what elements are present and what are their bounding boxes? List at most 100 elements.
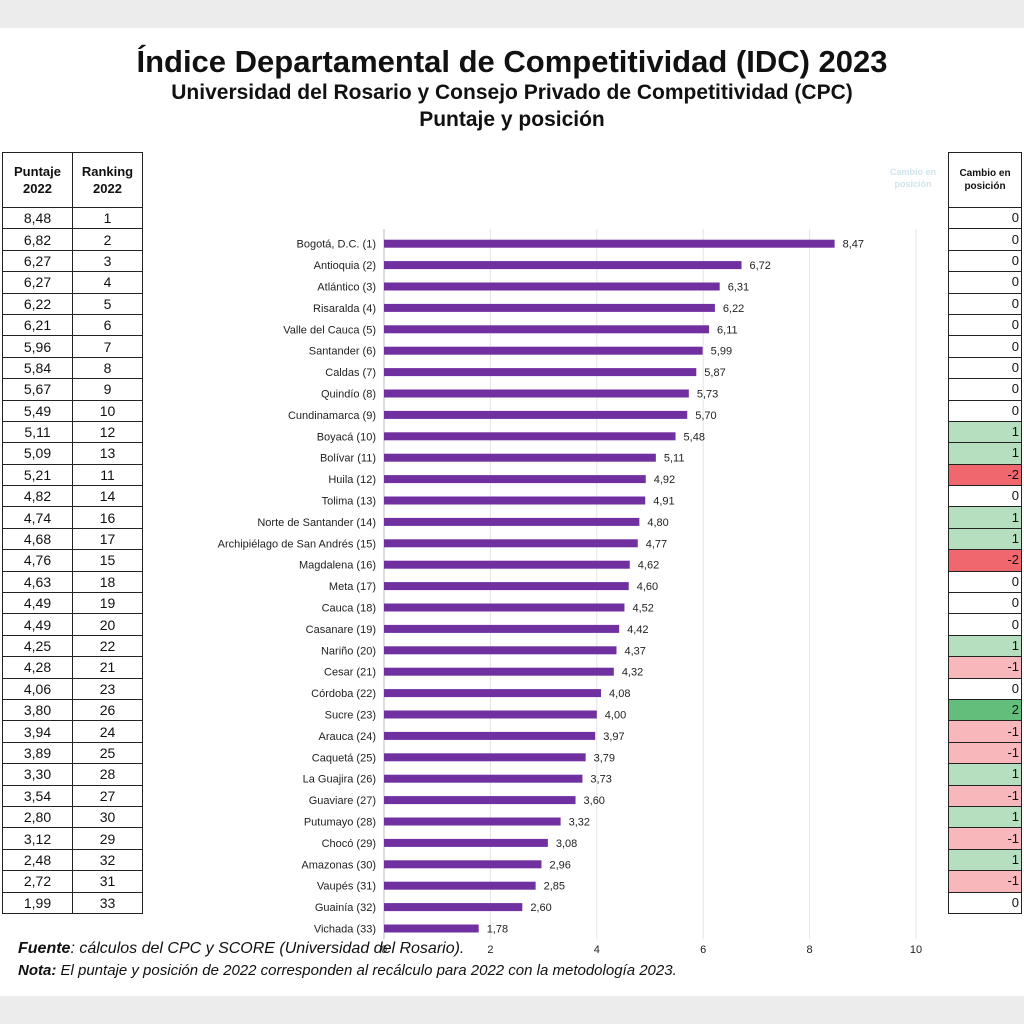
bar — [384, 753, 586, 762]
ranking-2022-cell: 2 — [72, 228, 143, 251]
position-change-cell: -1 — [948, 784, 1022, 807]
score-2022-cell: 6,27 — [2, 249, 73, 273]
bar — [384, 453, 656, 462]
table-row: 2,80 30 — [2, 805, 143, 829]
bar — [384, 624, 620, 633]
score-2022-cell: 4,49 — [2, 613, 73, 636]
score-2022-cell: 4,82 — [2, 485, 73, 508]
score-2022-cell: 3,54 — [2, 784, 73, 807]
position-change-cell: 1 — [948, 634, 1022, 658]
table-row: 5,96 7 — [2, 335, 143, 358]
data-label: 4,62 — [638, 560, 659, 572]
position-change-cell: 0 — [948, 613, 1022, 636]
category-label: Casanare (19) — [306, 624, 376, 636]
score-2022-cell: 2,48 — [2, 848, 73, 872]
data-label: 1,78 — [487, 924, 508, 936]
category-label: Meta (17) — [329, 581, 376, 593]
bar — [384, 346, 703, 355]
score-2022-cell: 6,21 — [2, 313, 73, 337]
bar — [384, 432, 676, 441]
data-label: 4,80 — [647, 517, 668, 529]
position-change-cell: 0 — [948, 313, 1022, 337]
bar — [384, 838, 548, 847]
position-change-cell: 0 — [948, 891, 1022, 914]
table-row: 6,27 3 — [2, 249, 143, 273]
data-label: 4,37 — [624, 645, 645, 657]
table-row: 0 — [948, 228, 1022, 251]
bar — [384, 560, 630, 569]
ranking-2022-cell: 24 — [72, 720, 143, 743]
score-2022-cell: 6,27 — [2, 271, 73, 294]
category-label: Guainía (32) — [315, 902, 376, 914]
methodology-note: Nota: El puntaje y posición de 2022 corr… — [18, 962, 677, 979]
category-label: Atlántico (3) — [317, 282, 376, 294]
position-change-cell: 1 — [948, 506, 1022, 529]
bar — [384, 774, 583, 783]
data-label: 5,73 — [697, 389, 718, 401]
ranking-2022-cell: 12 — [72, 420, 143, 444]
data-label: 2,85 — [544, 881, 565, 893]
table-row: 0 — [948, 677, 1022, 700]
ranking-2022-cell: 3 — [72, 249, 143, 273]
data-label: 4,32 — [622, 667, 643, 679]
table-header-row: Cambio en posición — [948, 152, 1022, 208]
source-note: Fuente: cálculos del CPC y SCORE (Univer… — [18, 940, 465, 957]
category-label: Bolívar (11) — [320, 453, 376, 465]
table-row: -1 — [948, 656, 1022, 679]
bar — [384, 796, 576, 805]
table-row: 4,74 16 — [2, 506, 143, 529]
category-label: Archipiélago de San Andrés (15) — [218, 538, 376, 550]
data-label: 5,11 — [664, 453, 685, 465]
category-label: Córdoba (22) — [311, 688, 376, 700]
data-label: 4,77 — [646, 538, 667, 550]
data-label: 2,96 — [549, 859, 570, 871]
table-row: 0 — [948, 313, 1022, 337]
category-label: Vichada (33) — [314, 924, 376, 936]
data-label: 4,92 — [654, 474, 675, 486]
score-2022-cell: 4,06 — [2, 677, 73, 700]
bar — [384, 539, 638, 548]
position-change-cell: 0 — [948, 335, 1022, 358]
category-label: Risaralda (4) — [313, 303, 376, 315]
position-change-cell: -1 — [948, 870, 1022, 893]
table-row: 1 — [948, 763, 1022, 786]
report-sheet: Índice Departamental de Competitividad (… — [0, 28, 1024, 996]
ranking-2022-cell: 33 — [72, 891, 143, 914]
table-row: 0 — [948, 249, 1022, 273]
data-label: 3,60 — [584, 795, 605, 807]
ranking-2022-cell: 20 — [72, 613, 143, 636]
category-label: Boyacá (10) — [317, 431, 376, 443]
score-2022-cell: 3,89 — [2, 741, 73, 765]
table-row: 4,76 15 — [2, 549, 143, 572]
bar — [384, 475, 646, 484]
table-row: 4,25 22 — [2, 634, 143, 658]
ranking-2022-cell: 11 — [72, 463, 143, 487]
bar — [384, 282, 720, 291]
position-change-cell: 0 — [948, 399, 1022, 422]
category-label: Tolima (13) — [322, 496, 376, 508]
ranking-2022-cell: 4 — [72, 271, 143, 294]
table-row: 1 — [948, 634, 1022, 658]
data-label: 6,72 — [750, 260, 771, 272]
table-row: 4,68 17 — [2, 527, 143, 551]
category-label: Bogotá, D.C. (1) — [297, 239, 376, 251]
position-change-cell: 0 — [948, 292, 1022, 315]
ranking-2022-cell: 9 — [72, 378, 143, 401]
bar — [384, 860, 542, 869]
table-row: 0 — [948, 891, 1022, 914]
position-change-cell: 1 — [948, 420, 1022, 444]
score-2022-cell: 6,22 — [2, 292, 73, 315]
category-label: Arauca (24) — [319, 731, 376, 743]
ranking-2022-cell: 6 — [72, 313, 143, 337]
table-row: 5,84 8 — [2, 356, 143, 380]
table-row: 5,21 11 — [2, 463, 143, 487]
score-2022-cell: 5,09 — [2, 442, 73, 465]
category-label: Huila (12) — [328, 474, 376, 486]
score-2022-cell: 3,30 — [2, 763, 73, 786]
table-row: 8,48 1 — [2, 206, 143, 230]
table-row: 3,12 29 — [2, 827, 143, 850]
category-label: Vaupés (31) — [317, 881, 376, 893]
bar — [384, 603, 625, 612]
bar — [384, 261, 742, 270]
bar — [384, 496, 646, 505]
